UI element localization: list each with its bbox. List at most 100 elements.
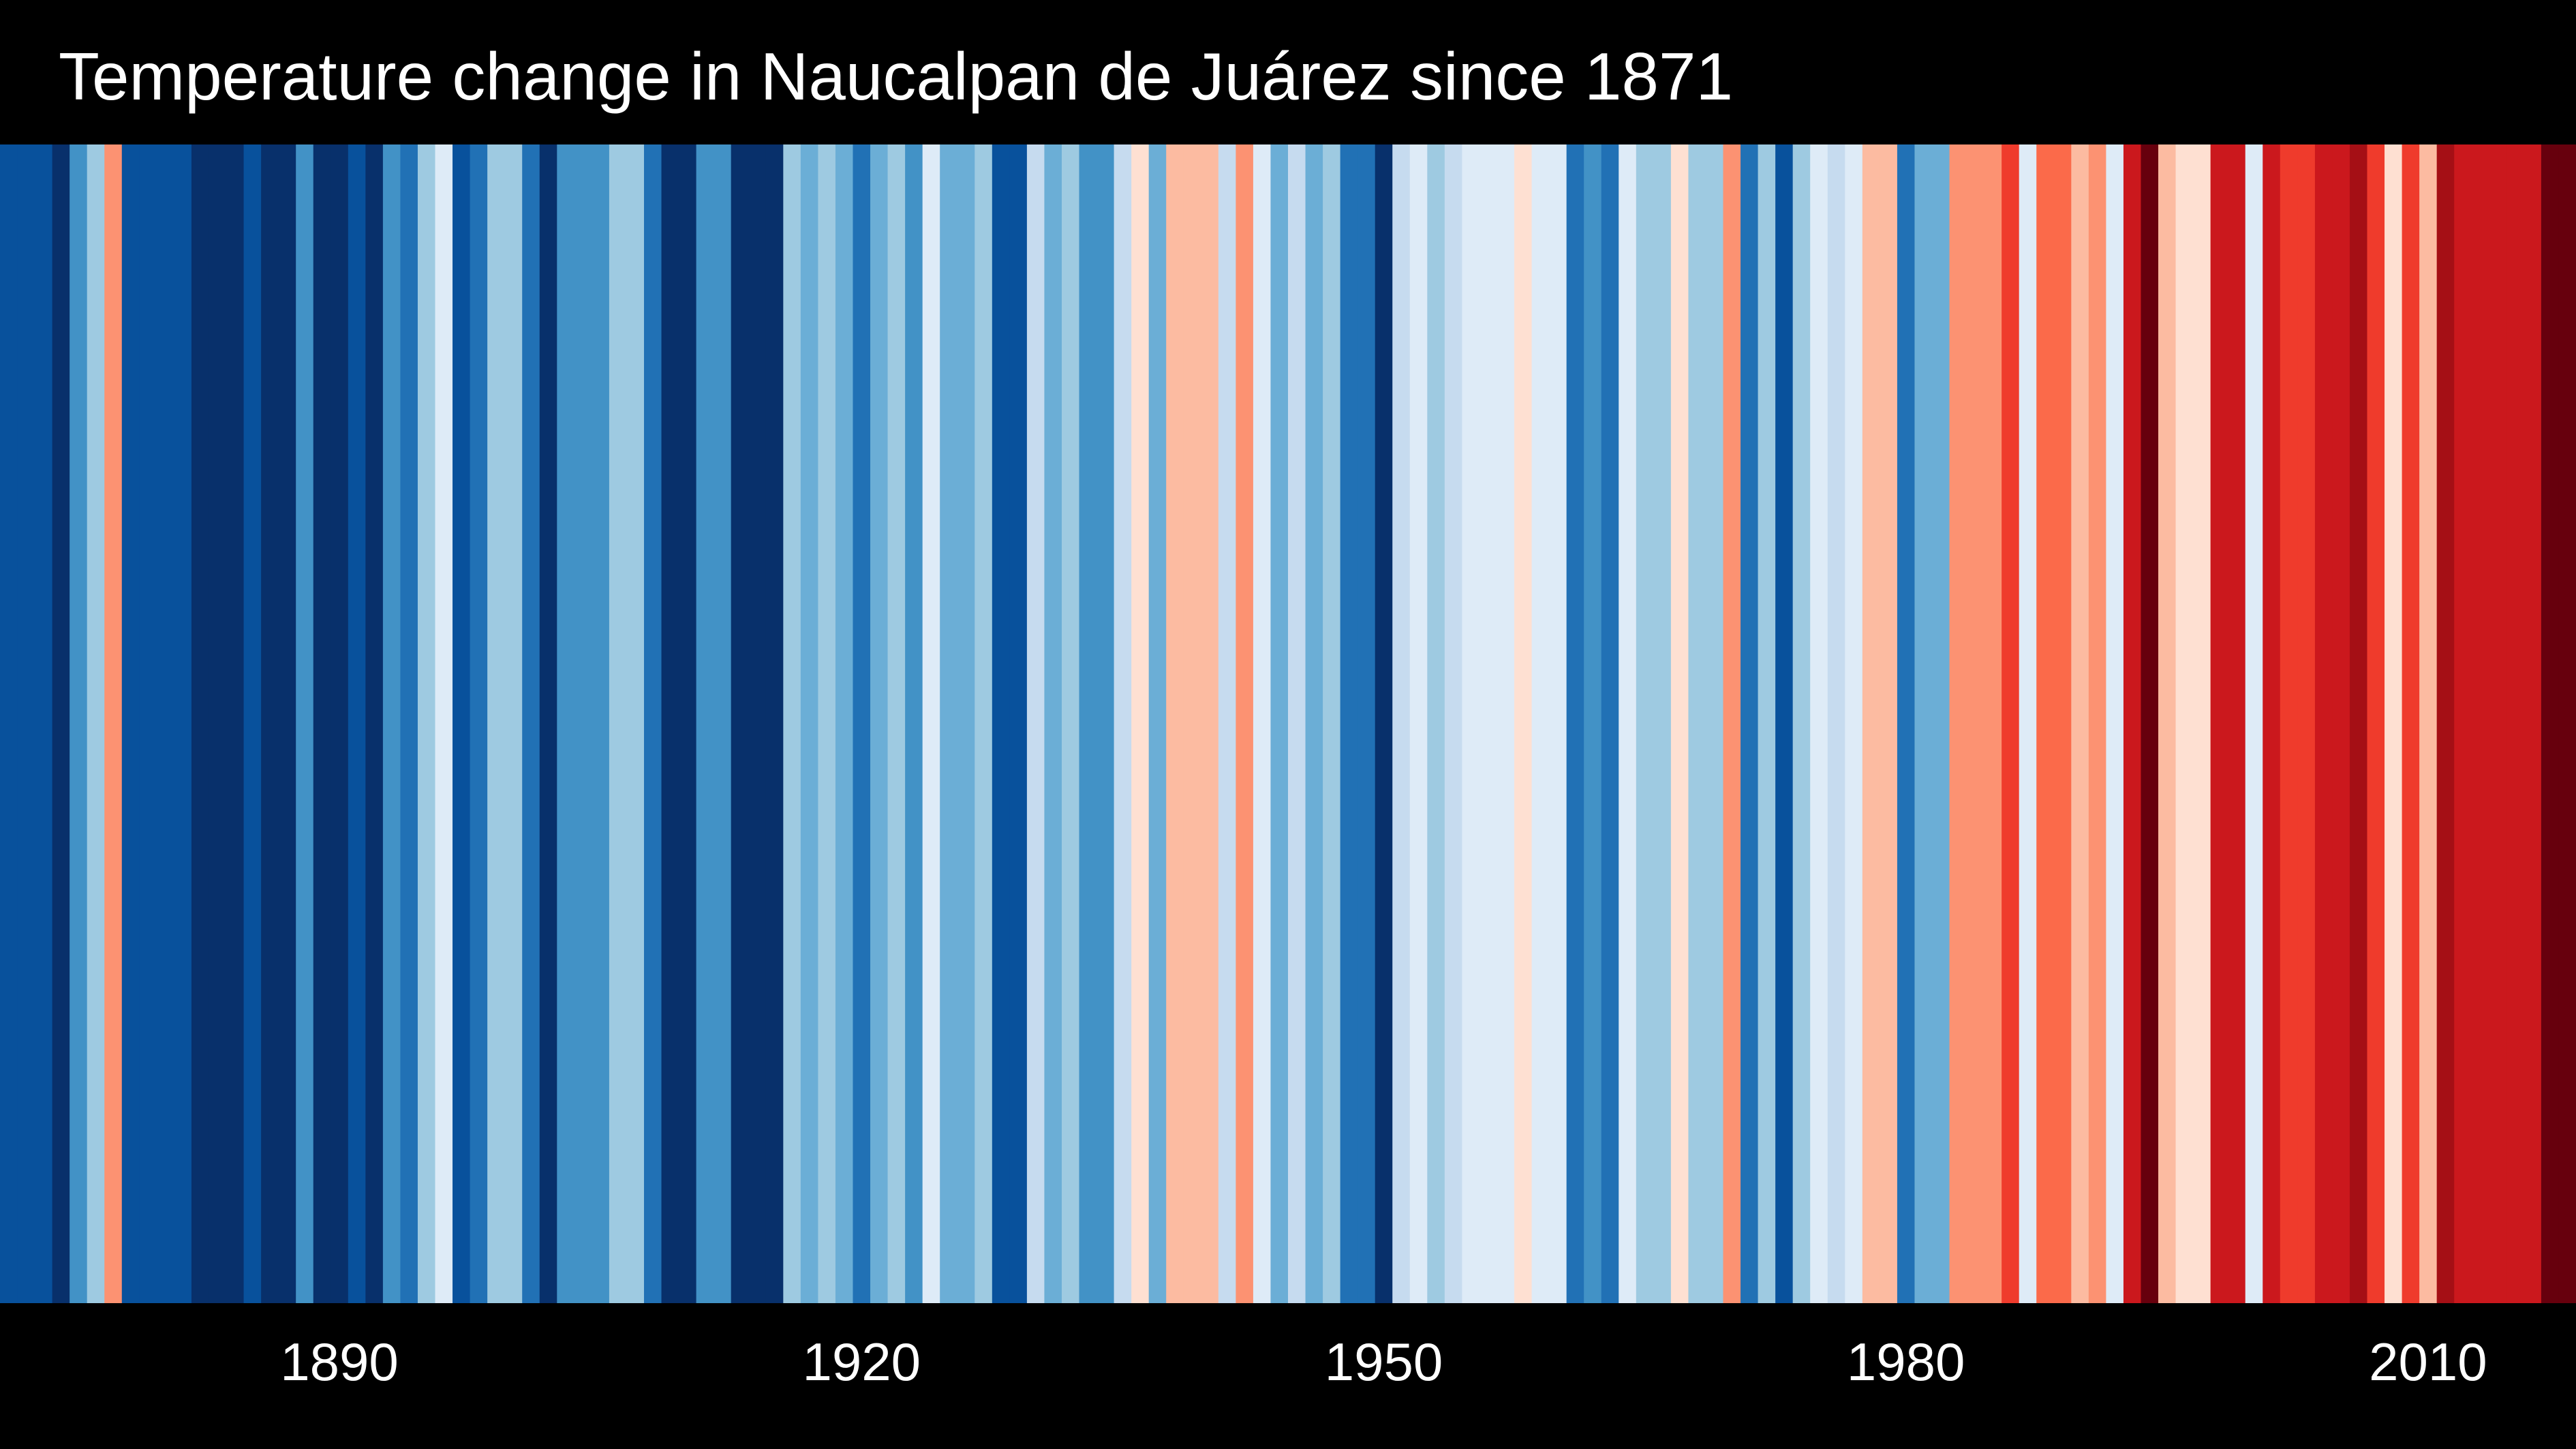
stripe-1924 [922, 144, 940, 1303]
stripe-1994 [2141, 144, 2159, 1303]
x-tick-label-1890: 1890 [280, 1332, 399, 1392]
stripe-1931 [1044, 144, 1062, 1303]
stripe-1938 [1166, 144, 1184, 1303]
stripe-1872 [17, 144, 35, 1303]
stripe-1874 [52, 144, 70, 1303]
stripe-1913 [731, 144, 749, 1303]
stripe-1897 [453, 144, 471, 1303]
stripe-2015 [2506, 144, 2524, 1303]
stripe-1881 [174, 144, 192, 1303]
stripe-1920 [853, 144, 871, 1303]
stripe-2001 [2263, 144, 2281, 1303]
stripe-2018 [2558, 144, 2576, 1303]
chart-title: Temperature change in Naucalpan de Juáre… [59, 39, 1734, 114]
stripe-1940 [1201, 144, 1219, 1303]
stripe-1961 [1566, 144, 1584, 1303]
stripe-1918 [818, 144, 836, 1303]
stripe-2014 [2489, 144, 2507, 1303]
stripe-1954 [1444, 144, 1462, 1303]
stripe-1980 [1897, 144, 1916, 1303]
stripe-1898 [470, 144, 488, 1303]
stripe-1966 [1653, 144, 1672, 1303]
stripe-1884 [226, 144, 245, 1303]
stripe-1953 [1427, 144, 1445, 1303]
stripe-1919 [835, 144, 854, 1303]
stripe-1962 [1584, 144, 1602, 1303]
stripe-1974 [1792, 144, 1811, 1303]
stripe-1964 [1619, 144, 1637, 1303]
stripe-2017 [2541, 144, 2560, 1303]
stripe-1993 [2123, 144, 2142, 1303]
stripe-1976 [1827, 144, 1845, 1303]
stripe-1975 [1810, 144, 1828, 1303]
stripe-1972 [1758, 144, 1776, 1303]
stripe-1894 [400, 144, 418, 1303]
stripe-1889 [313, 144, 331, 1303]
stripe-1951 [1392, 144, 1411, 1303]
stripe-1875 [70, 144, 88, 1303]
stripe-1888 [296, 144, 314, 1303]
stripe-1995 [2158, 144, 2177, 1303]
stripe-1886 [261, 144, 279, 1303]
stripe-1936 [1131, 144, 1150, 1303]
stripe-1955 [1462, 144, 1480, 1303]
stripe-1879 [139, 144, 157, 1303]
stripe-1902 [539, 144, 557, 1303]
stripe-1941 [1218, 144, 1236, 1303]
stripe-1960 [1549, 144, 1567, 1303]
stripe-1928 [992, 144, 1010, 1303]
stripe-1878 [121, 144, 140, 1303]
stripe-1925 [940, 144, 958, 1303]
stripe-1877 [104, 144, 123, 1303]
x-tick-label-1950: 1950 [1324, 1332, 1443, 1392]
stripe-1906 [609, 144, 628, 1303]
warming-stripes [0, 144, 2576, 1303]
stripe-1935 [1114, 144, 1132, 1303]
stripe-1963 [1601, 144, 1619, 1303]
stripe-1901 [522, 144, 540, 1303]
stripe-1927 [975, 144, 993, 1303]
stripe-1882 [191, 144, 210, 1303]
stripe-2000 [2245, 144, 2263, 1303]
stripe-1947 [1323, 144, 1341, 1303]
stripe-2010 [2419, 144, 2438, 1303]
stripe-1911 [696, 144, 714, 1303]
stripe-1981 [1914, 144, 1933, 1303]
stripe-2006 [2349, 144, 2368, 1303]
stripe-1946 [1305, 144, 1323, 1303]
stripe-1984 [1967, 144, 1985, 1303]
stripe-1945 [1288, 144, 1306, 1303]
stripe-1896 [435, 144, 453, 1303]
stripe-1917 [800, 144, 818, 1303]
stripe-1987 [2019, 144, 2037, 1303]
stripe-1983 [1949, 144, 1967, 1303]
stripe-1965 [1636, 144, 1654, 1303]
stripe-1988 [2036, 144, 2055, 1303]
stripe-1892 [365, 144, 384, 1303]
stripe-1880 [156, 144, 174, 1303]
stripe-1970 [1723, 144, 1741, 1303]
stripe-1977 [1845, 144, 1863, 1303]
stripe-1982 [1932, 144, 1950, 1303]
stripe-1883 [209, 144, 227, 1303]
stripe-1998 [2210, 144, 2228, 1303]
stripe-1997 [2193, 144, 2211, 1303]
stripe-1934 [1097, 144, 1115, 1303]
stripe-2013 [2471, 144, 2489, 1303]
stripe-1939 [1183, 144, 1201, 1303]
stripe-1967 [1670, 144, 1689, 1303]
stripe-1957 [1497, 144, 1515, 1303]
stripe-2016 [2524, 144, 2542, 1303]
stripe-2007 [2367, 144, 2385, 1303]
stripe-2008 [2385, 144, 2403, 1303]
stripe-1887 [278, 144, 296, 1303]
stripe-2002 [2280, 144, 2298, 1303]
stripe-1915 [765, 144, 784, 1303]
stripe-1885 [243, 144, 262, 1303]
stripe-1873 [35, 144, 53, 1303]
stripe-1891 [348, 144, 366, 1303]
stripe-1933 [1079, 144, 1097, 1303]
stripe-1985 [1984, 144, 2002, 1303]
stripe-1910 [679, 144, 697, 1303]
stripe-1991 [2088, 144, 2106, 1303]
